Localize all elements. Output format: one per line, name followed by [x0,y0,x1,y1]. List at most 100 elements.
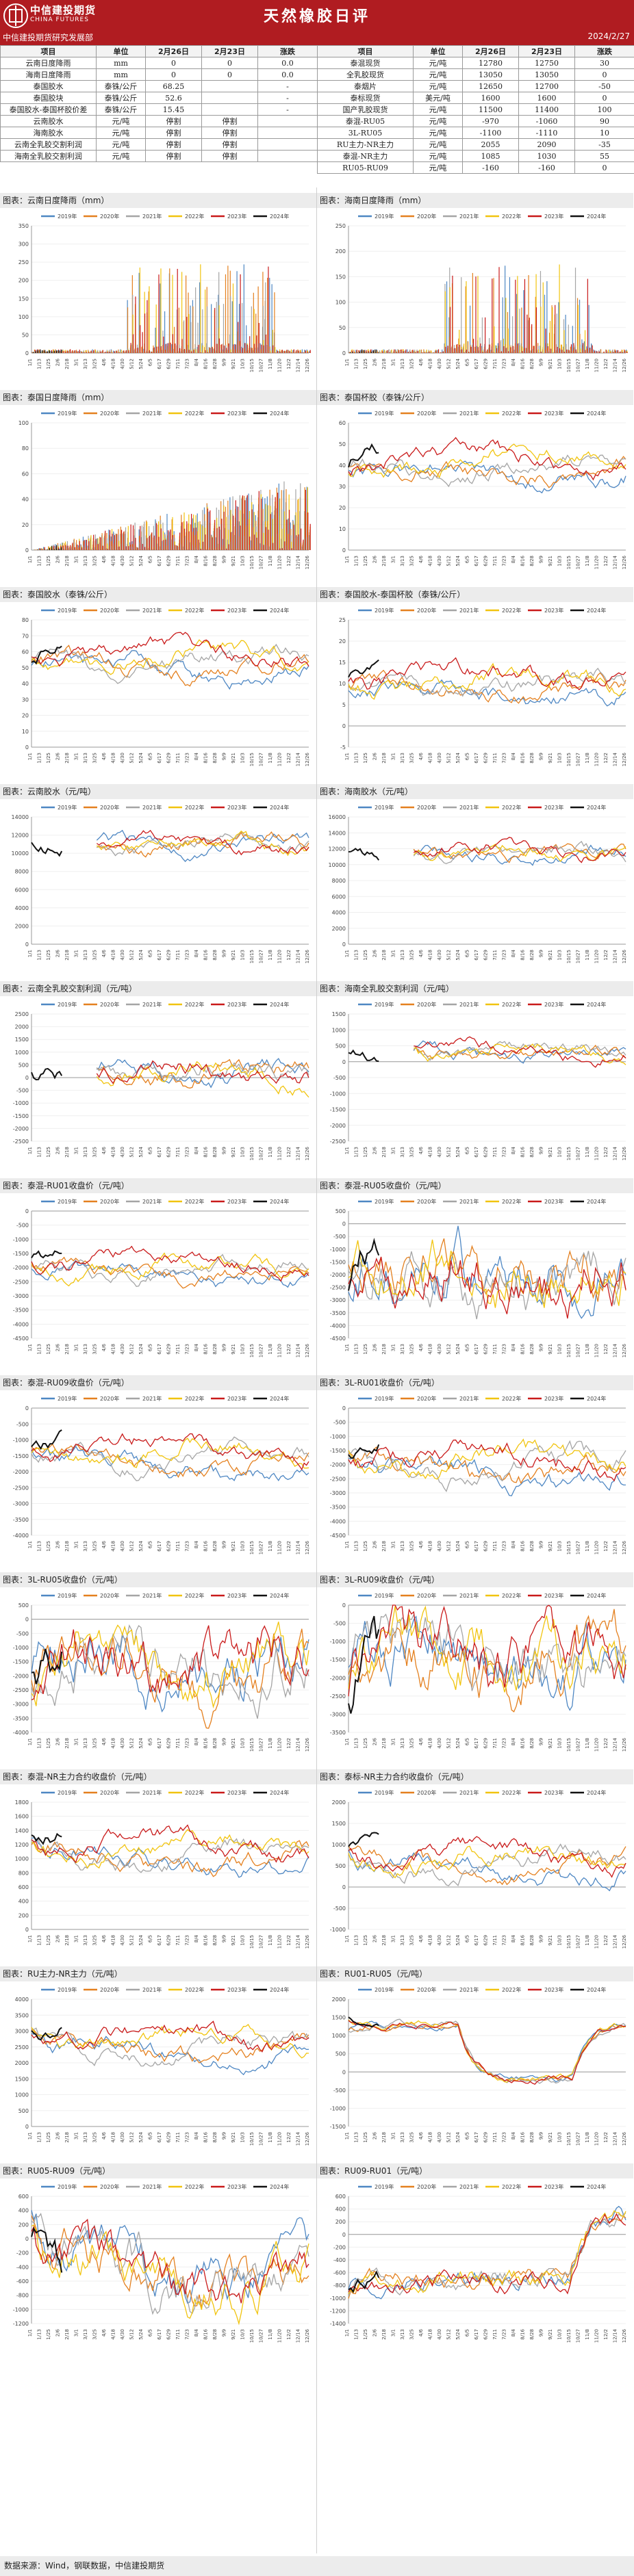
chart-title: 图表：泰国杯胶（泰铢/公斤） [317,390,633,405]
y-tick-label: 10 [339,681,346,687]
bar [58,350,60,353]
x-tick-label: 8/28 [529,753,535,764]
x-tick-label: 2/6 [55,1737,61,1745]
legend-label: 2023年 [227,1395,246,1402]
chart-legend: 2019年 2020年 2021年 2022年 2023年 2024年 [41,1986,289,1993]
bar [246,351,247,353]
table-cell: 52.6 [145,92,202,104]
series-line-2023年 [348,1440,626,1482]
series-line-2019年 [31,1445,309,1482]
x-tick-label: 7/23 [185,556,190,567]
x-tick-label: 1/13 [354,753,359,764]
y-tick-label: 0 [342,350,346,356]
y-tick-label: -2500 [330,1285,346,1291]
bar [227,346,229,353]
y-tick-label: 3500 [15,2012,29,2018]
x-tick-label: 8/28 [529,950,535,961]
x-tick-label: 11/20 [594,359,600,372]
bar [95,538,97,550]
bar [164,311,166,353]
bar [65,351,66,353]
x-tick-label: 6/17 [474,950,479,961]
legend-label: 2020年 [417,410,436,417]
x-tick-label: 4/18 [111,2329,116,2340]
x-tick-label: 4/18 [111,1147,116,1158]
series-line-2021年 [31,2027,309,2067]
bar [410,352,411,353]
y-tick-label: -500 [333,1075,346,1081]
y-tick-label: 600 [335,2194,346,2200]
x-tick-label: 5/24 [138,752,144,763]
x-tick-label: 9/9 [222,1147,227,1154]
x-tick-label: 6/5 [148,556,153,563]
table-cell: 泰国胶水-泰国杯胶价差 [0,103,97,116]
x-tick-label: 5/24 [138,1146,144,1157]
x-tick-label: 8/4 [194,2328,199,2337]
y-tick-label: -4500 [330,1533,346,1539]
bar [272,345,274,353]
series-2024年 [350,349,379,353]
x-tick-label: 12/2 [603,2132,609,2143]
x-tick-label: 1/25 [46,1935,51,1946]
x-tick-label: 4/30 [437,359,442,369]
x-tick-label: 7/11 [492,1935,498,1946]
series-2023年 [349,267,628,353]
x-tick-label: 3/25 [409,1541,415,1552]
y-tick-label: -4000 [330,1518,346,1524]
series-line-2024年 [348,659,379,678]
chart-legend: 2019年 2020年 2021年 2022年 2023年 2024年 [358,804,606,811]
x-tick-label: 4/6 [418,2131,424,2139]
x-tick-label: 4/6 [101,949,107,957]
bar [200,524,201,550]
bar [128,350,129,353]
bar [125,350,127,353]
chart-th_spread: 2019年 2020年 2021年 2022年 2023年 2024年-505101520… [339,607,627,766]
x-tick-label: 10/3 [240,1344,246,1355]
bar [160,268,162,353]
bar [65,545,66,550]
x-tick-label: 12/14 [613,2328,618,2343]
bar [253,309,255,353]
x-tick-label: 3/13 [83,556,88,567]
x-tick-label: 1/13 [354,1344,359,1355]
bar [238,521,240,550]
bar [155,521,157,550]
table-cell: 30 [574,57,634,69]
x-tick-label: 7/11 [175,2132,181,2143]
table-cell [201,80,258,92]
y-tick-label: 0 [25,2236,29,2242]
bar [272,543,274,550]
bar [472,339,474,353]
legend-label: 2021年 [142,410,162,417]
x-tick-label: 5/24 [455,358,461,369]
x-tick-label: 4/18 [428,556,433,567]
x-tick-label: 7/23 [502,753,507,764]
legend-label: 2021年 [142,1592,162,1599]
table-cell: 55 [574,150,634,162]
x-tick-label: 4/18 [428,359,433,369]
x-tick-label: 2/6 [55,1540,61,1548]
table-cell: - [257,92,318,104]
bar [179,532,181,550]
bar [267,277,268,353]
x-tick-label: 12/14 [296,1934,301,1949]
x-tick-label: 6/17 [474,1935,479,1946]
x-tick-label: 2/6 [372,2328,378,2337]
bar [225,345,227,353]
bar [624,350,626,353]
series-line-2020年 [348,1446,626,1485]
series-2023年 [32,266,311,353]
series-line-2022年 [31,2024,309,2059]
x-tick-label: 1/13 [37,359,42,369]
bar [179,348,181,353]
x-tick-label: 8/4 [511,2131,516,2139]
bar [596,350,597,353]
legend-label: 2024年 [270,1198,289,1205]
chart-yn_profit: 2019年 2020年 2021年 2022年 2023年 2024年-2500-2000… [13,1001,310,1160]
bar [607,350,609,353]
x-tick-label: 10/27 [576,1738,581,1752]
bar [283,490,284,550]
series-line-2024年 [31,1832,62,1845]
bar [246,495,248,550]
x-tick-label: 6/17 [157,1738,162,1749]
